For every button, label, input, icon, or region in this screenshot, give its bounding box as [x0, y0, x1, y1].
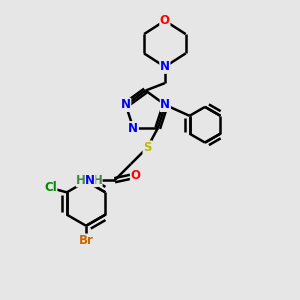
Text: O: O [130, 169, 140, 182]
Text: Br: Br [79, 234, 94, 247]
Text: H: H [92, 174, 102, 187]
Text: HN: HN [76, 174, 96, 187]
Text: Cl: Cl [44, 182, 57, 194]
Text: N: N [128, 122, 138, 135]
Text: N: N [85, 174, 95, 187]
Text: N: N [160, 60, 170, 73]
Text: S: S [143, 141, 152, 154]
Text: N: N [121, 98, 131, 111]
Text: O: O [160, 14, 170, 27]
Text: N: N [160, 98, 170, 111]
